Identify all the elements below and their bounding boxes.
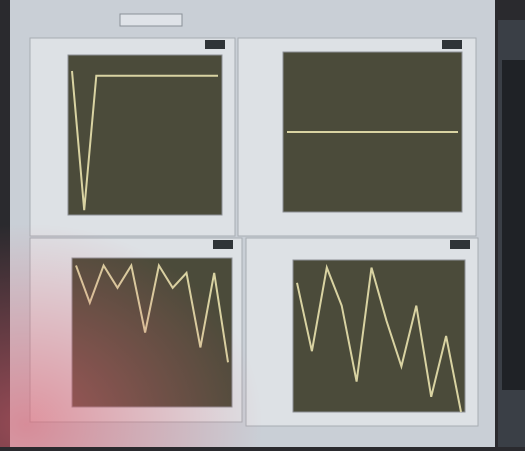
glare bbox=[0, 0, 525, 447]
photo bbox=[0, 0, 525, 447]
